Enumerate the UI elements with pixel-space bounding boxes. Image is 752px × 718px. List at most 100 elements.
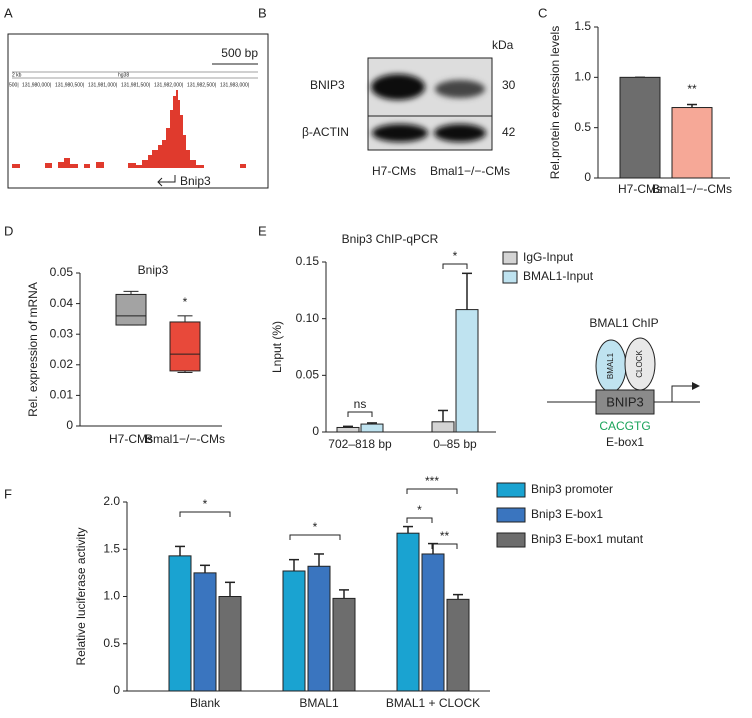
y-axis-label: Relative luciferase activity [74,527,88,665]
y-axis-label: Rel.protein expression levels [548,26,562,179]
motif-label: CACGTG [599,419,650,433]
legend-label: BMAL1-Input [523,269,594,283]
significance-label: * [183,295,188,309]
significance-label: ** [687,82,697,96]
x-tick-label: Bmal1−/−-CMs [652,182,732,196]
bar [193,572,217,692]
box [169,321,201,372]
site-label: E-box1 [606,435,644,449]
legend-swatch [502,251,518,265]
y-tick-label: 0.10 [296,311,320,325]
size-label: 42 [502,125,516,139]
bar [396,532,420,692]
significance-label: * [453,249,458,263]
significance-label: *** [425,474,439,488]
box [115,293,147,326]
coord-label: 131,980,500| [55,82,84,88]
legend-swatch [496,482,526,498]
significance-label: * [203,497,208,511]
track-frame [7,33,269,189]
legend-label: Bnip3 E-box1 [531,507,603,521]
x-tick-label: 0–85 bp [433,437,477,451]
panel-label: C [538,5,547,20]
significance-bracket [179,511,231,517]
y-axis-label: Rel. expression of mRNA [26,282,40,417]
significance-bracket [406,488,458,494]
bar [332,597,356,692]
significance-bracket [431,543,458,549]
x-tick-label: H7-CMs [618,182,662,196]
unit-label: kDa [492,38,514,52]
factor-label: CLOCK [635,350,644,378]
y-axis-label: Lnput (%) [270,321,284,373]
y-tick-label: 0.04 [50,296,74,310]
panel-label: D [4,223,13,238]
coord-label: 131,983,000| [220,82,249,88]
scale-label: 500 bp [221,46,258,60]
y-tick-label: 0.05 [50,265,74,279]
legend-swatch [502,270,518,284]
y-tick-label: 1.0 [103,589,120,603]
bar [446,598,470,692]
panel-label: E [258,223,267,238]
coord-label: 500| [9,82,19,88]
y-tick-label: 0 [113,683,120,697]
bar [218,596,242,692]
bar [307,565,331,692]
ruler-label: hg38 [118,72,129,78]
coord-label: 131,980,000| [22,82,51,88]
bar [360,423,384,433]
western-blot: kDa BNIP3 30 β-ACTIN 42 H7-CMs Bmal1−/−-… [302,38,516,178]
gene-arrow [157,175,176,187]
x-tick-label: H7-CMs [109,432,153,446]
gene-label: BNIP3 [606,394,644,409]
y-tick-label: 0.05 [296,368,320,382]
x-tick-label: 702–818 bp [328,437,392,451]
bar [431,421,455,433]
chip-diagram: BMAL1 ChIP BMAL1 CLOCK BNIP3 CACGTG E-bo… [547,316,700,449]
coord-label: 131,981,500| [121,82,150,88]
gene-label: Bnip3 [180,174,211,188]
diagram-title: BMAL1 ChIP [589,316,658,330]
y-tick-label: 1.0 [574,70,591,84]
bar [421,553,445,692]
legend-swatch [496,532,526,548]
row-label: β-ACTIN [302,125,349,139]
y-tick-label: 0 [66,418,73,432]
significance-label: * [417,503,422,517]
size-label: 30 [502,78,516,92]
y-tick-label: 0.5 [103,636,120,650]
significance-bracket [442,263,468,269]
y-tick-label: 0.5 [574,120,591,134]
y-tick-label: 0 [312,424,319,438]
x-tick-label: Bmal1−/−-CMs [145,432,225,446]
panel-label: A [4,5,13,20]
chart-title: Bnip3 [138,263,169,277]
significance-bracket [406,517,433,523]
row-label: BNIP3 [310,78,345,92]
significance-label: * [313,520,318,534]
y-tick-label: 1.5 [103,541,120,555]
bar [168,555,192,692]
significance-label: ** [440,529,450,543]
band [371,74,425,100]
x-tick-label: BMAL1 + CLOCK [386,696,480,710]
y-tick-label: 0.03 [50,326,74,340]
significance-bracket [347,411,373,417]
lane-label: Bmal1−/−-CMs [430,164,510,178]
significance-label: ns [354,397,367,411]
bar [282,570,306,692]
genome-track: 500 bp 2 kb hg38 500| 131,980,000| 131,9… [7,33,269,189]
y-tick-label: 0.01 [50,388,74,402]
legend-label: IgG-Input [523,250,574,264]
bar [336,426,360,433]
band [434,124,486,142]
y-tick-label: 2.0 [103,494,120,508]
x-tick-label: Blank [190,696,221,710]
panel-label: F [4,486,12,501]
gene-box [595,389,655,415]
significance-bracket [289,534,341,540]
legend-swatch [496,507,526,523]
ruler-label: 2 kb [12,72,22,78]
